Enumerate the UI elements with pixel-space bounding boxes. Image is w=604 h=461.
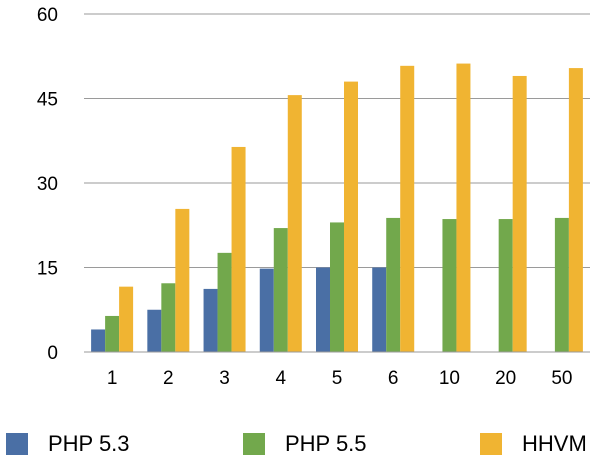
bar-php-5-3-5 <box>316 267 330 352</box>
legend-item-php55: PHP 5.5 <box>243 431 367 456</box>
bar-hhvm-1 <box>119 286 134 352</box>
bar-php-5-5-10 <box>442 219 457 352</box>
x-tick-label: 5 <box>332 368 343 389</box>
bar-hhvm-20 <box>512 75 527 352</box>
x-tick-label: 1 <box>107 368 118 389</box>
y-tick-label: 0 <box>47 343 58 364</box>
bar-php-5-5-2 <box>161 283 176 352</box>
bar-hhvm-3 <box>231 146 246 352</box>
x-tick-label: 3 <box>219 368 230 389</box>
x-tick-label: 4 <box>275 368 286 389</box>
legend-item-hhvm: HHVM <box>480 431 587 456</box>
x-tick-label: 50 <box>551 368 572 389</box>
x-tick-label: 2 <box>163 368 174 389</box>
x-tick-label: 10 <box>439 368 460 389</box>
legend: PHP 5.3 PHP 5.5 HHVM <box>0 420 604 461</box>
y-tick-label: 60 <box>37 5 58 26</box>
bar-php-5-5-50 <box>554 217 569 352</box>
bar-php-5-5-4 <box>273 228 288 352</box>
x-tick-label: 20 <box>495 368 516 389</box>
legend-swatch-hhvm <box>480 433 502 455</box>
bar-php-5-5-1 <box>105 315 120 352</box>
bar-hhvm-10 <box>456 63 471 352</box>
legend-label-php53: PHP 5.3 <box>48 431 130 456</box>
bar-php-5-3-2 <box>147 309 162 352</box>
bar-php-5-5-6 <box>386 217 401 352</box>
legend-label-php55: PHP 5.5 <box>285 431 367 456</box>
bar-hhvm-6 <box>400 65 415 353</box>
legend-label-hhvm: HHVM <box>522 431 587 456</box>
x-tick-label: 6 <box>388 368 399 389</box>
bar-php-5-5-5 <box>330 222 344 352</box>
bar-php-5-5-3 <box>217 252 232 352</box>
legend-swatch-php53 <box>6 433 28 455</box>
bar-hhvm-5 <box>344 81 358 352</box>
bar-php-5-3-3 <box>203 288 218 352</box>
bar-php-5-5-20 <box>498 219 513 352</box>
bar-hhvm-50 <box>568 68 583 352</box>
bar-php-5-3-1 <box>91 329 106 352</box>
legend-swatch-php55 <box>243 433 265 455</box>
bar-hhvm-4 <box>287 95 302 353</box>
bar-php-5-3-6 <box>372 267 387 352</box>
y-tick-label: 15 <box>37 259 58 280</box>
bar-hhvm-2 <box>175 208 190 352</box>
y-tick-label: 30 <box>37 174 58 195</box>
y-tick-label: 45 <box>37 90 58 111</box>
legend-item-php53: PHP 5.3 <box>6 431 130 456</box>
bar-php-5-3-4 <box>259 268 274 352</box>
